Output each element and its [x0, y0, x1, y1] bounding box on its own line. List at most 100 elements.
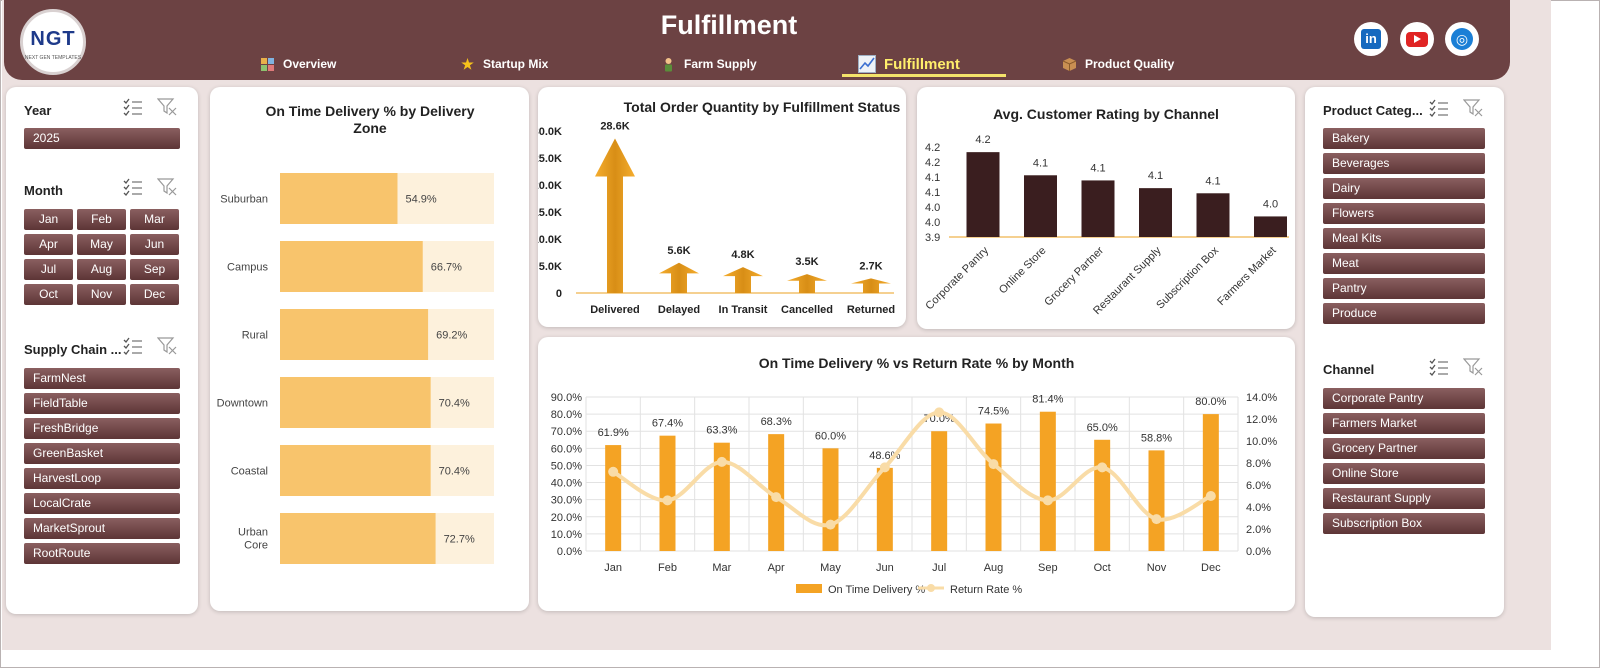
active-tab-indicator: [842, 74, 1006, 77]
data-label: 63.3%: [706, 425, 737, 437]
tab-overview[interactable]: Overview: [260, 52, 336, 76]
line-chart-icon: [858, 55, 876, 73]
supply-chain-option-localcrate[interactable]: LocalCrate: [24, 493, 180, 514]
month-option-may[interactable]: May: [77, 234, 126, 255]
y-tick-label-left: 0.0%: [557, 546, 582, 558]
year-option-2025[interactable]: 2025: [24, 128, 180, 149]
category-label: Delivered: [590, 304, 640, 316]
category-option-produce[interactable]: Produce: [1323, 303, 1485, 324]
arrow-bar: [659, 262, 699, 293]
linkedin-link[interactable]: in: [1354, 22, 1388, 56]
channel-option-grocery-partner[interactable]: Grocery Partner: [1323, 438, 1485, 459]
category-option-bakery[interactable]: Bakery: [1323, 128, 1485, 149]
month-option-oct[interactable]: Oct: [24, 284, 73, 305]
category-label: Coastal: [231, 466, 268, 478]
month-option-jan[interactable]: Jan: [24, 209, 73, 230]
month-option-dec[interactable]: Dec: [130, 284, 179, 305]
youtube-link[interactable]: [1400, 22, 1434, 56]
logo-text: NGT: [30, 28, 76, 50]
legend-label: On Time Delivery %: [828, 584, 925, 596]
y-tick-label-left: 60.0%: [551, 443, 582, 455]
return-rate-point: [1097, 462, 1108, 473]
data-label: 58.8%: [1141, 432, 1172, 444]
supply-chain-option-fieldtable[interactable]: FieldTable: [24, 393, 180, 414]
channel-option-subscription-box[interactable]: Subscription Box: [1323, 513, 1485, 534]
return-rate-point: [1205, 491, 1216, 501]
category-option-pantry[interactable]: Pantry: [1323, 278, 1485, 299]
month-option-feb[interactable]: Feb: [77, 209, 126, 230]
return-rate-point: [716, 456, 727, 467]
multi-select-icon[interactable]: [123, 98, 143, 116]
return-rate-point: [1151, 514, 1162, 525]
data-label: 4.1: [1090, 162, 1105, 174]
supply-chain-option-rootroute[interactable]: RootRoute: [24, 543, 180, 564]
data-label: 4.1: [1148, 170, 1163, 182]
monthly-combo-chart-panel: On Time Delivery % vs Return Rate % by M…: [538, 337, 1295, 611]
chart-title: On Time Delivery % vs Return Rate % by M…: [758, 355, 1075, 371]
y-tick-label-right: 12.0%: [1246, 414, 1277, 426]
clear-filter-icon[interactable]: [157, 178, 177, 196]
tab-label: Fulfillment: [884, 55, 960, 73]
multi-select-icon[interactable]: [123, 178, 143, 196]
clear-filter-icon[interactable]: [157, 337, 177, 355]
category-label: Urban Core: [238, 527, 268, 552]
multi-select-icon[interactable]: [1429, 99, 1449, 117]
data-label: 4.8K: [731, 249, 754, 261]
bar: [1202, 414, 1219, 551]
website-link[interactable]: ◎: [1445, 22, 1479, 56]
clear-filter-icon[interactable]: [1463, 99, 1483, 117]
multi-select-icon[interactable]: [123, 337, 143, 355]
data-label: 60.0%: [815, 430, 846, 442]
tab-startup-mix[interactable]: ★ Startup Mix: [460, 52, 548, 76]
category-option-meal-kits[interactable]: Meal Kits: [1323, 228, 1485, 249]
tab-farm-supply[interactable]: Farm Supply: [661, 52, 757, 76]
bar: [280, 309, 429, 360]
category-label: Returned: [847, 304, 895, 316]
month-option-mar[interactable]: Mar: [130, 209, 179, 230]
month-option-jul[interactable]: Jul: [24, 259, 73, 280]
category-option-flowers[interactable]: Flowers: [1323, 203, 1485, 224]
supply-chain-option-marketsprout[interactable]: MarketSprout: [24, 518, 180, 539]
bar: [822, 448, 839, 551]
tab-product-quality[interactable]: Product Quality: [1062, 52, 1174, 76]
clear-filter-icon[interactable]: [157, 98, 177, 116]
supply-chain-option-freshbridge[interactable]: FreshBridge: [24, 418, 180, 439]
linkedin-icon: in: [1361, 29, 1381, 49]
channel-option-online-store[interactable]: Online Store: [1323, 463, 1485, 484]
multi-select-icon[interactable]: [1429, 358, 1449, 376]
y-tick-label-left: 90.0%: [551, 392, 582, 404]
bar: [280, 377, 431, 428]
y-tick-label-left: 80.0%: [551, 409, 582, 421]
category-label: Corporate Pantry: [923, 244, 991, 312]
tab-fulfillment[interactable]: Fulfillment: [858, 52, 960, 76]
y-tick-label: 10.0K: [538, 234, 562, 246]
month-option-aug[interactable]: Aug: [77, 259, 126, 280]
channel-option-farmers-market[interactable]: Farmers Market: [1323, 413, 1485, 434]
channel-option-corporate-pantry[interactable]: Corporate Pantry: [1323, 388, 1485, 409]
month-option-nov[interactable]: Nov: [77, 284, 126, 305]
bar: [280, 445, 431, 496]
supply-chain-option-farmnest[interactable]: FarmNest: [24, 368, 180, 389]
month-option-sep[interactable]: Sep: [130, 259, 179, 280]
tab-label: Product Quality: [1085, 57, 1175, 71]
month-option-jun[interactable]: Jun: [130, 234, 179, 255]
category-label: Aug: [984, 562, 1004, 574]
overview-icon: [260, 57, 275, 72]
y-tick-label: 15.0K: [538, 207, 562, 219]
supply-chain-slicer-title: Supply Chain ...: [24, 342, 122, 357]
clear-filter-icon[interactable]: [1463, 358, 1483, 376]
supply-chain-option-harvestloop[interactable]: HarvestLoop: [24, 468, 180, 489]
data-label: 70.4%: [439, 466, 470, 478]
category-label: Jul: [932, 562, 946, 574]
channel-option-restaurant-supply[interactable]: Restaurant Supply: [1323, 488, 1485, 509]
category-option-beverages[interactable]: Beverages: [1323, 153, 1485, 174]
month-option-apr[interactable]: Apr: [24, 234, 73, 255]
category-option-meat[interactable]: Meat: [1323, 253, 1485, 274]
category-option-dairy[interactable]: Dairy: [1323, 178, 1485, 199]
return-rate-point: [934, 407, 945, 418]
category-label: Dec: [1201, 562, 1221, 574]
brand-logo[interactable]: NGT NEXT GEN TEMPLATES: [20, 9, 86, 75]
y-tick-label: 3.9: [925, 232, 940, 244]
y-tick-label: 4.2: [925, 157, 940, 169]
supply-chain-option-greenbasket[interactable]: GreenBasket: [24, 443, 180, 464]
